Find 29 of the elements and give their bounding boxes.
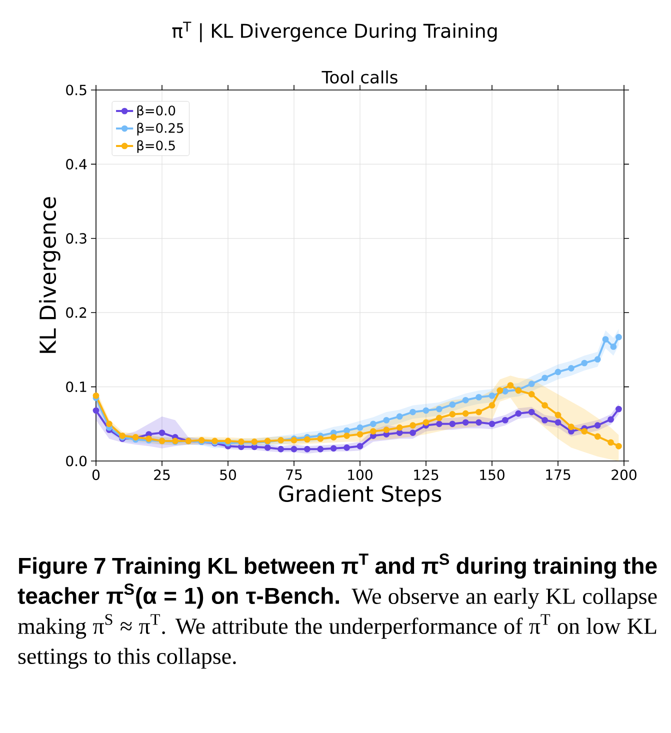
y-axis-title: KL Divergence [39,197,60,353]
text: We observe an early KL collapse [352,588,657,609]
x-tick-label: 25 [154,470,170,480]
x-tick-label: 75 [286,470,302,480]
x-tick-label: 50 [220,470,236,480]
x-tick-label: 0 [92,470,100,480]
y-tick-label: 0.2 [66,307,86,318]
x-tick-label: 200 [612,470,636,480]
y-tick-label: 0.3 [66,233,86,244]
text: Figure 7 Training KL between π$^{T}$ and π$^{S}$ during training the [19,554,657,579]
y-tick-label: 0.1 [66,381,86,392]
x-tick-label: 175 [546,470,570,480]
text: settings to this collapse. [18,648,236,669]
text: $^{T}$. We attribute the underperformance of π$^{T}$ on low KL [150,614,656,639]
legend-label: β=0.0 [137,105,176,118]
text: teacher π$^{S}$(α = 1) on τ-Bench. [18,584,339,609]
text: making π$^{S}$ [18,614,112,639]
y-tick-label: 0.0 [66,456,87,466]
text: ≈ π [120,622,150,634]
y-tick-label: 0.5 [66,84,86,96]
y-tick-label: 0.4 [66,158,87,170]
chart-title: π$^{T}$ | KL Divergence During Training [172,22,497,42]
legend-label: β=0.25 [137,122,184,136]
x-tick-label: 100 [348,470,372,480]
legend-label: β=0.5 [137,140,175,153]
x-tick-label: 150 [480,470,504,480]
x-axis-title: Gradient Steps [279,484,442,506]
x-tick-label: 125 [414,470,438,480]
chart-subtitle: Tool calls [322,70,398,84]
